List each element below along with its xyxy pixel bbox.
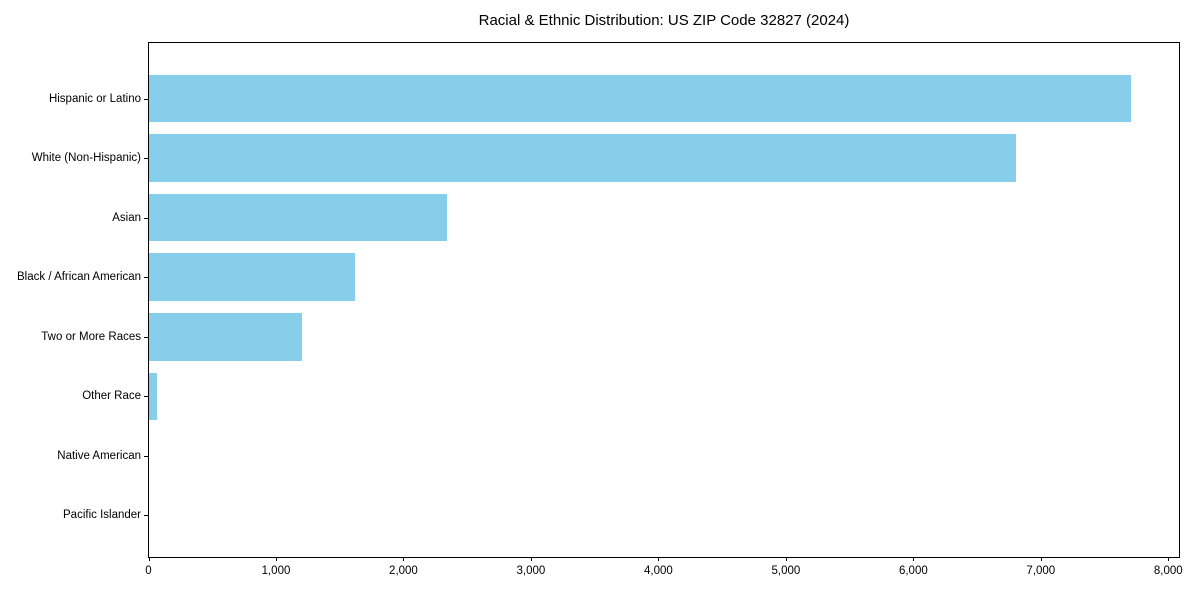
y-category-label-other-race: Other Race — [82, 390, 141, 403]
y-category-label-white-non-hispanic: White (Non-Hispanic) — [31, 152, 141, 165]
y-category-label-native-american: Native American — [57, 449, 141, 462]
y-category-label-two-or-more-races: Two or More Races — [41, 330, 141, 343]
x-tick-mark — [1040, 557, 1042, 561]
plot-area — [148, 42, 1180, 558]
x-tick-mark — [530, 557, 532, 561]
x-tick-label-0: 0 — [145, 565, 152, 577]
bar-asian — [149, 193, 447, 242]
y-tick-mark — [144, 337, 148, 338]
y-tick-mark — [144, 158, 148, 159]
y-category-label-hispanic-or-latino: Hispanic or Latino — [48, 92, 141, 105]
y-category-label-black-african-american: Black / African American — [17, 271, 141, 284]
x-tick-mark — [148, 557, 150, 561]
chart-title: Racial & Ethnic Distribution: US ZIP Cod… — [478, 12, 850, 29]
x-tick-mark — [785, 557, 787, 561]
x-tick-label-2000: 2,000 — [389, 565, 418, 577]
y-tick-mark — [144, 456, 148, 457]
x-tick-mark — [403, 557, 405, 561]
x-tick-mark — [1168, 557, 1170, 561]
y-category-label-pacific-islander: Pacific Islander — [63, 509, 141, 522]
x-tick-label-1000: 1,000 — [261, 565, 291, 577]
y-tick-mark — [144, 396, 148, 397]
x-tick-label-6000: 6,000 — [898, 565, 928, 577]
bar-black-african-american — [149, 253, 355, 301]
x-tick-mark — [658, 557, 660, 561]
x-tick-label-5000: 5,000 — [771, 565, 801, 577]
x-tick-mark — [275, 557, 277, 561]
bar-white-non-hispanic — [149, 134, 1016, 182]
x-tick-mark — [913, 557, 915, 561]
x-tick-label-3000: 3,000 — [516, 565, 546, 577]
y-category-label-asian: Asian — [112, 211, 141, 224]
y-tick-mark — [144, 515, 148, 516]
bar-hispanic-or-latino — [149, 74, 1131, 123]
x-tick-label-4000: 4,000 — [644, 565, 673, 577]
x-tick-label-8000: 8,000 — [1153, 565, 1183, 577]
bar-two-or-more-races — [149, 312, 302, 361]
y-tick-mark — [144, 218, 148, 219]
y-tick-mark — [144, 277, 148, 278]
x-tick-label-7000: 7,000 — [1026, 565, 1056, 577]
bar-other-race — [149, 372, 157, 421]
y-tick-mark — [144, 99, 148, 100]
